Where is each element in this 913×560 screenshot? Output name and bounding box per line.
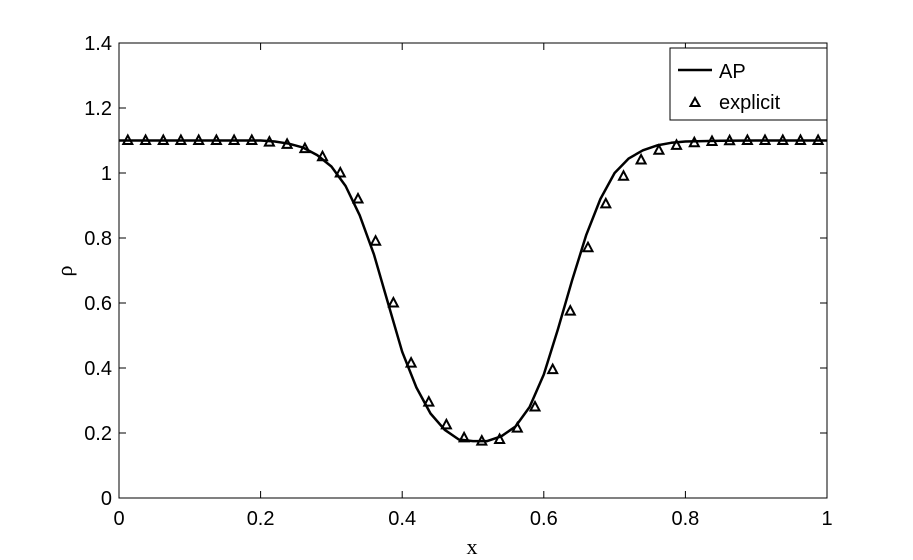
explicit-marker: [369, 234, 382, 246]
y-tick-label: 0.8: [84, 228, 112, 250]
explicit-marker: [670, 138, 683, 150]
explicit-marker: [440, 417, 453, 430]
plot-frame: [118, 42, 828, 499]
legend-triangle-swatch: [688, 95, 702, 107]
explicit-marker: [227, 133, 241, 145]
legend-box: [669, 47, 828, 121]
explicit-marker: [139, 133, 152, 145]
x-tick-label: 0.6: [530, 508, 558, 530]
explicit-marker: [688, 135, 701, 148]
explicit-marker: [316, 149, 329, 162]
legend: AP explicit: [669, 47, 828, 121]
x-tick-label: 1: [821, 508, 832, 530]
ticks-layer: 0 0.2 0.4 0.6 0.8 1 0 0.2 0.4 0.6 0.8 1 1.2 1.4: [84, 33, 832, 530]
explicit-marker: [528, 399, 542, 412]
explicit-marker: [157, 133, 170, 145]
y-tick-label: 0: [101, 488, 112, 510]
y-tick-label: 0.6: [84, 293, 112, 315]
explicit-marker: [245, 133, 258, 145]
y-tick-label: 0.2: [84, 423, 112, 445]
explicit-marker: [422, 394, 435, 407]
y-tick-label: 1: [101, 163, 112, 185]
explicit-marker: [776, 133, 789, 145]
explicit-marker: [811, 133, 825, 145]
explicit-marker: [546, 362, 559, 375]
legend-entry-explicit: explicit: [719, 92, 781, 114]
x-tick-label: 0.8: [671, 508, 699, 530]
x-tick-label: 0.2: [247, 508, 275, 530]
explicit-marker: [723, 133, 736, 146]
explicit-marker: [174, 133, 188, 145]
x-tick-label: 0.4: [388, 508, 416, 530]
explicit-marker: [404, 355, 418, 368]
explicit-marker: [298, 141, 312, 154]
explicit-marker: [280, 137, 294, 149]
explicit-marker: [493, 432, 506, 444]
explicit-marker: [794, 133, 807, 145]
explicit-marker: [511, 420, 524, 433]
explicit-marker: [457, 430, 471, 443]
explicit-marker: [705, 134, 719, 146]
explicit-marker: [617, 169, 630, 181]
explicit-marker: [334, 165, 347, 178]
explicit-marker: [387, 295, 400, 308]
y-axis-label: ρ: [52, 265, 77, 276]
explicit-marker: [634, 152, 648, 165]
explicit-marker: [758, 133, 772, 145]
series-ap-line: [119, 139, 827, 443]
explicit-marker: [475, 433, 488, 446]
x-axis-label: x: [467, 534, 478, 559]
y-tick-label: 1.4: [84, 33, 112, 55]
explicit-marker: [741, 133, 754, 145]
explicit-marker: [599, 196, 612, 209]
explicit-marker: [351, 191, 365, 204]
explicit-marker: [121, 133, 134, 145]
x-tick-label: 0: [113, 508, 124, 530]
explicit-marker: [581, 240, 595, 253]
explicit-marker: [564, 303, 577, 316]
explicit-marker: [210, 133, 223, 145]
legend-entry-ap: AP: [719, 61, 746, 83]
y-tick-label: 1.2: [84, 98, 112, 120]
series-layer: [119, 133, 827, 446]
explicit-marker: [263, 134, 276, 147]
y-tick-label: 0.4: [84, 358, 112, 380]
explicit-marker: [192, 133, 205, 145]
plot-area: [118, 42, 828, 499]
explicit-marker: [652, 143, 666, 155]
